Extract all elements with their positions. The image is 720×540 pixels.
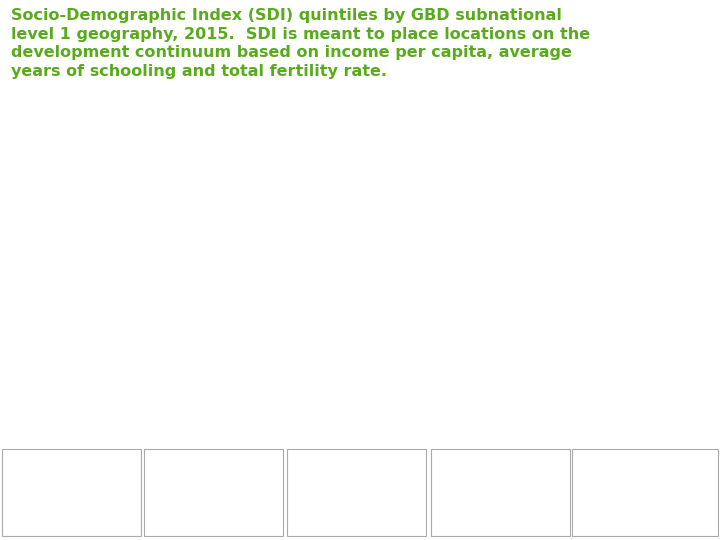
Bar	[2, 449, 141, 536]
Bar	[431, 449, 570, 536]
Text: Socio-Demographic Index (SDI) quintiles by GBD subnational
level 1 geography, 20: Socio-Demographic Index (SDI) quintiles …	[11, 8, 590, 79]
Bar	[572, 449, 718, 536]
Bar	[287, 449, 426, 536]
Bar	[144, 449, 283, 536]
